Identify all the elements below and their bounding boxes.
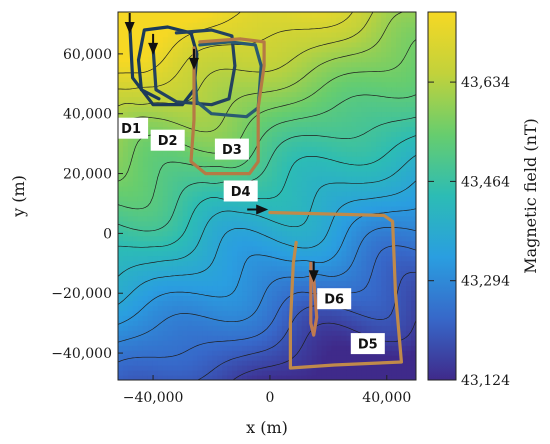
contour-line (118, 94, 416, 210)
x-tick-label: 0 (265, 390, 274, 406)
y-tick-label: −20,000 (51, 286, 112, 302)
drone-label-box (150, 129, 185, 151)
y-tick-label: 60,000 (63, 47, 112, 63)
drone-labels: D1 D2 D3 D4 D6 D5 (114, 117, 385, 355)
colorbar-label: Magnetic field (nT) (521, 118, 540, 274)
y-axis-label: y (m) (9, 175, 28, 218)
contour-line (118, 12, 354, 90)
contour-line (118, 116, 416, 232)
drone-label-d3: D3 (222, 143, 242, 158)
contour-line (118, 12, 405, 136)
colorbar-tick-label: 43,634 (461, 75, 510, 91)
drone-trajectories (124, 13, 403, 370)
drone-label-box (114, 117, 149, 139)
y-tick-label: 20,000 (63, 167, 112, 183)
colorbar-tick-label: 43,294 (461, 274, 510, 290)
y-axis: 60,000 40,000 20,000 0 −20,000 −40,000 (51, 47, 123, 362)
contour-line (118, 180, 416, 305)
trajectory-d2 (151, 28, 237, 107)
contour-line (118, 154, 416, 277)
direction-arrow (148, 42, 159, 55)
colorbar-ticks: 43,634 43,464 43,294 43,124 (428, 75, 510, 389)
y-tick-label: 0 (103, 226, 112, 242)
direction-arrow (308, 270, 319, 283)
drone-label-d1: D1 (121, 122, 141, 137)
drone-label-box (350, 333, 385, 355)
drone-label-d5: D5 (358, 338, 378, 353)
contour-line (118, 135, 416, 248)
contour-line (118, 12, 242, 74)
trajectory-d6 (309, 261, 319, 337)
drone-label-box (223, 180, 258, 202)
trajectory-d4 (189, 37, 266, 176)
contour-line (118, 227, 416, 343)
plot-frame (117, 11, 417, 381)
y-tick-label: 40,000 (63, 107, 112, 123)
magnetic-field-map (118, 12, 416, 380)
x-tick-label: 40,000 (362, 390, 411, 406)
x-axis: −40,000 0 40,000 (123, 375, 411, 406)
contour-line (118, 245, 416, 363)
colorbar-frame (427, 11, 457, 381)
direction-arrow (124, 22, 135, 34)
drone-label-d4: D4 (231, 185, 251, 200)
x-tick-label: −40,000 (123, 390, 184, 406)
colorbar-tick-label: 43,464 (461, 174, 510, 190)
trajectory-d5 (268, 210, 403, 370)
colorbar-tick-label: 43,124 (461, 373, 510, 389)
drone-label-d6: D6 (324, 293, 344, 308)
colorbar (428, 12, 456, 380)
drone-label-box (214, 138, 249, 160)
y-tick-label: −40,000 (51, 346, 112, 362)
trajectory-d1 (128, 22, 199, 107)
direction-arrow (256, 204, 269, 215)
contour-line (196, 271, 416, 380)
x-axis-label: x (m) (246, 418, 288, 437)
drone-label-box (317, 288, 352, 310)
drone-label-d2: D2 (158, 134, 178, 149)
direction-arrow (189, 57, 199, 70)
